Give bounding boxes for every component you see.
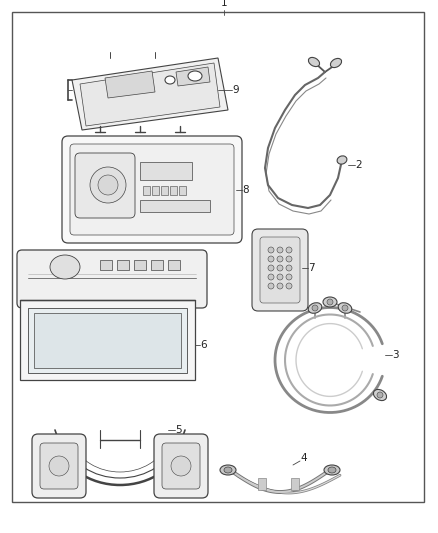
Text: 5: 5 [175,425,182,435]
Text: 6: 6 [200,340,207,350]
Ellipse shape [312,305,318,311]
Ellipse shape [165,76,175,84]
Bar [117,260,129,270]
Text: 8: 8 [242,185,249,195]
Ellipse shape [377,392,383,398]
FancyBboxPatch shape [162,443,200,489]
Ellipse shape [98,175,118,195]
Ellipse shape [277,274,283,280]
FancyBboxPatch shape [40,443,78,489]
FancyBboxPatch shape [70,144,234,235]
Ellipse shape [286,247,292,253]
Text: 2: 2 [355,160,362,170]
Ellipse shape [338,303,352,313]
Text: 1: 1 [221,0,227,8]
Polygon shape [72,58,228,130]
Ellipse shape [374,390,387,401]
Ellipse shape [337,156,347,164]
Bar [140,200,210,212]
Text: 4: 4 [300,453,307,463]
Ellipse shape [224,467,232,473]
Bar [168,260,180,270]
Polygon shape [20,300,195,380]
Ellipse shape [171,456,191,476]
Polygon shape [80,63,220,126]
Ellipse shape [342,305,348,311]
Ellipse shape [268,256,274,262]
Ellipse shape [49,456,69,476]
Polygon shape [28,308,187,373]
Ellipse shape [327,299,333,305]
Ellipse shape [220,465,236,475]
Ellipse shape [277,265,283,271]
Ellipse shape [308,303,322,313]
Ellipse shape [286,283,292,289]
Bar [291,478,299,490]
Text: 3: 3 [392,350,399,360]
Ellipse shape [90,167,126,203]
Ellipse shape [286,265,292,271]
Ellipse shape [324,465,340,475]
Ellipse shape [308,58,320,67]
Ellipse shape [277,283,283,289]
Bar [143,186,150,195]
Ellipse shape [330,59,342,68]
FancyBboxPatch shape [17,250,207,308]
Ellipse shape [277,247,283,253]
Polygon shape [34,313,181,368]
Text: 9: 9 [232,85,239,95]
Ellipse shape [50,255,80,279]
Ellipse shape [277,256,283,262]
Bar [140,162,192,180]
FancyBboxPatch shape [260,237,300,303]
FancyBboxPatch shape [154,434,208,498]
Polygon shape [176,67,210,86]
Ellipse shape [328,467,336,473]
Ellipse shape [268,247,274,253]
Ellipse shape [268,265,274,271]
Bar [258,478,266,490]
Bar [161,186,168,195]
Bar [151,260,163,270]
FancyBboxPatch shape [252,229,308,311]
Polygon shape [105,71,155,98]
Bar [134,260,146,270]
Ellipse shape [286,274,292,280]
Bar [100,260,112,270]
FancyBboxPatch shape [32,434,86,498]
FancyBboxPatch shape [62,136,242,243]
Text: 7: 7 [308,263,314,273]
Bar [152,186,159,195]
Ellipse shape [286,256,292,262]
Bar [170,186,177,195]
Ellipse shape [268,283,274,289]
FancyBboxPatch shape [75,153,135,218]
Ellipse shape [268,274,274,280]
Ellipse shape [323,297,337,307]
Bar [179,186,186,195]
Ellipse shape [188,71,202,81]
